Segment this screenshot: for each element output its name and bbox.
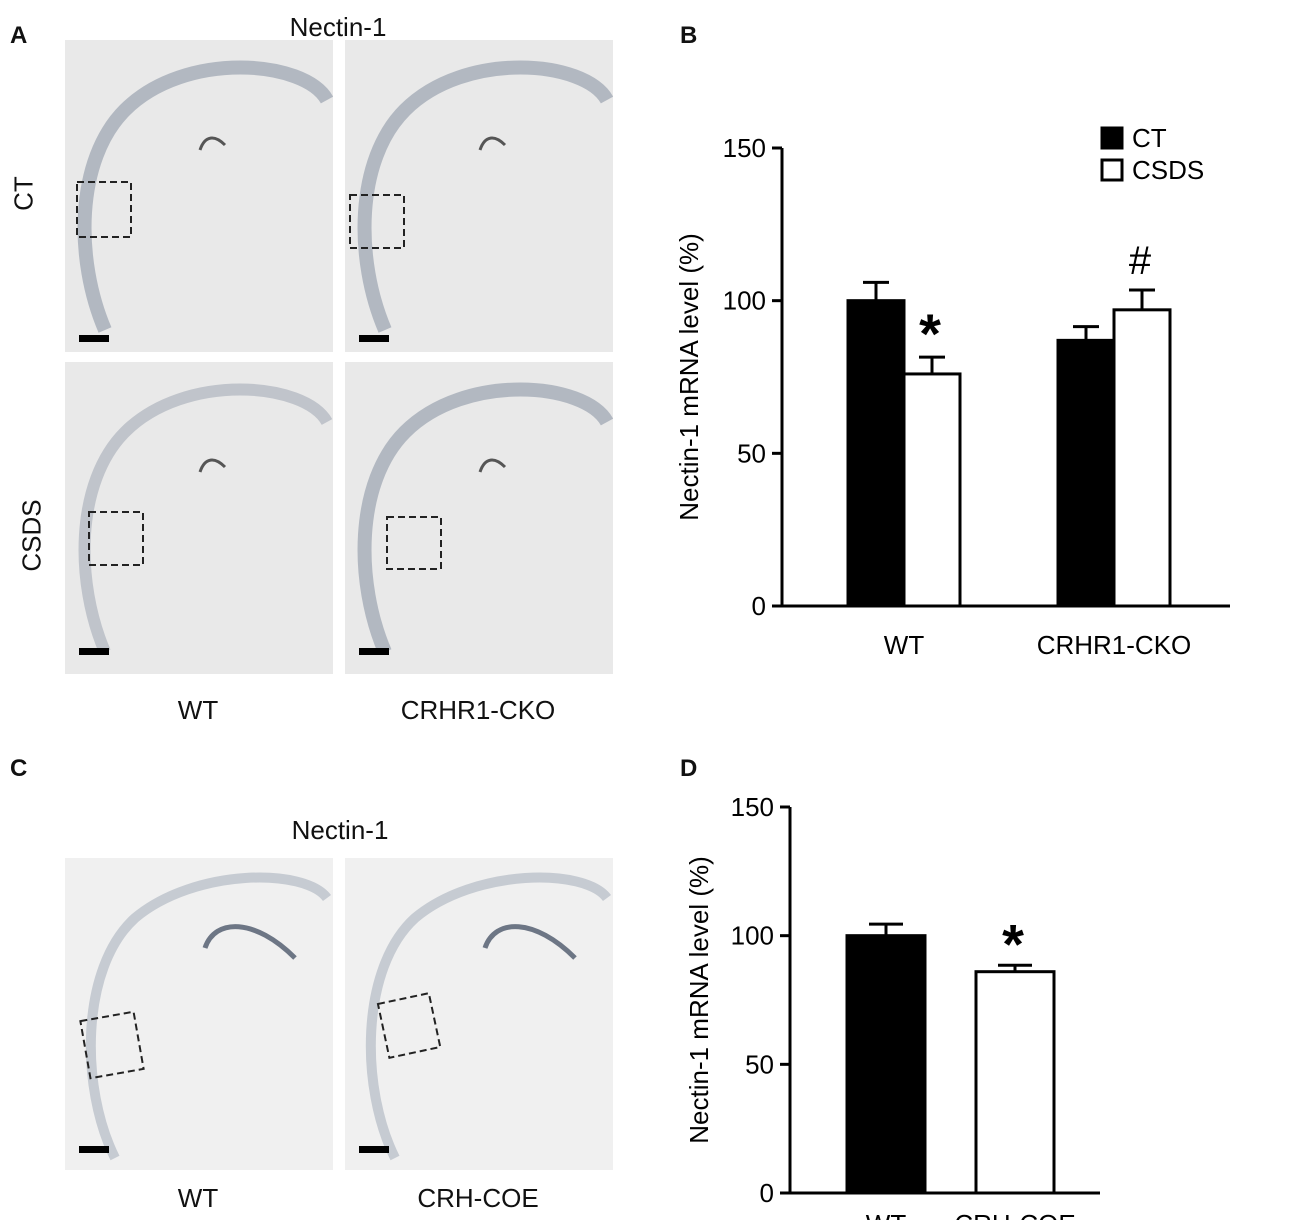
brain-section-image bbox=[78, 383, 333, 655]
micrograph-crh-coe bbox=[345, 858, 613, 1170]
scale-bar bbox=[79, 648, 109, 655]
bar bbox=[902, 372, 962, 608]
significance-marker: * bbox=[1002, 912, 1024, 975]
x-tick-label: CRH-COE bbox=[954, 1209, 1075, 1220]
panel-c-col-label-wt: WT bbox=[177, 1183, 219, 1213]
chart-d: 0 50 100 150 Nectin-1 mRNA level (%) WT * CRH-C… bbox=[684, 792, 1100, 1220]
y-axis-label: Nectin-1 mRNA level (%) bbox=[684, 856, 714, 1144]
legend-label: CT bbox=[1132, 123, 1167, 153]
panel-b-letter: B bbox=[680, 22, 698, 49]
roi-box bbox=[88, 511, 144, 566]
micrograph-wt-csds bbox=[65, 362, 333, 674]
scale-bar bbox=[79, 1146, 109, 1153]
micrograph-wt bbox=[65, 858, 333, 1170]
y-tick-label: 50 bbox=[737, 438, 766, 468]
significance-marker: # bbox=[1129, 239, 1152, 283]
micrograph-cko-csds bbox=[345, 362, 613, 674]
brain-section-image bbox=[76, 60, 333, 342]
scale-bar bbox=[79, 335, 109, 342]
panel-a-col-label-wt: WT bbox=[177, 695, 219, 725]
micrograph-wt-ct bbox=[65, 40, 333, 352]
scale-bar bbox=[359, 1146, 389, 1153]
panel-d-letter: D bbox=[680, 755, 698, 782]
legend-label: CSDS bbox=[1132, 155, 1204, 185]
roi-box bbox=[349, 194, 405, 249]
roi-box bbox=[376, 991, 442, 1059]
bar bbox=[845, 934, 927, 1195]
y-tick-label: 100 bbox=[723, 286, 766, 316]
y-tick-label: 100 bbox=[731, 921, 774, 951]
panel-a-letter: A bbox=[10, 22, 28, 49]
y-tick-label: 150 bbox=[723, 133, 766, 163]
panel-c-title: Nectin-1 bbox=[291, 815, 389, 845]
scale-bar bbox=[359, 335, 389, 342]
bar bbox=[1056, 338, 1116, 608]
y-tick-label: 0 bbox=[752, 591, 766, 621]
legend-swatch bbox=[1100, 126, 1124, 150]
brain-section-image bbox=[359, 872, 612, 1161]
y-tick-label: 0 bbox=[760, 1178, 774, 1208]
legend-swatch bbox=[1100, 158, 1124, 182]
row-label-csds: CSDS bbox=[16, 499, 47, 572]
micrograph-cko-ct bbox=[345, 40, 613, 352]
bar bbox=[846, 299, 906, 608]
significance-marker: * bbox=[919, 302, 941, 365]
x-tick-label: CRHR1-CKO bbox=[1037, 630, 1192, 660]
brain-section-image bbox=[349, 60, 613, 342]
brain-section-image bbox=[357, 382, 613, 655]
panel-c-letter: C bbox=[10, 755, 28, 782]
panel-a-title: Nectin-1 bbox=[289, 12, 387, 42]
scale-bar bbox=[359, 648, 389, 655]
x-tick-label: WT bbox=[884, 630, 925, 660]
y-tick-label: 150 bbox=[731, 792, 774, 822]
y-axis-label: Nectin-1 mRNA level (%) bbox=[674, 233, 704, 521]
chart-b: 0 50 100 150 Nectin-1 mRNA level (%) * WT # CRHR… bbox=[674, 123, 1230, 660]
row-label-ct: CT bbox=[8, 176, 39, 211]
bar bbox=[974, 970, 1056, 1195]
panel-c-col-label-coe: CRH-COE bbox=[417, 1183, 539, 1213]
panel-a-col-label-cko: CRHR1-CKO bbox=[400, 695, 556, 725]
roi-box bbox=[386, 516, 442, 570]
brain-section-image bbox=[79, 872, 332, 1161]
x-tick-label: WT bbox=[866, 1209, 907, 1220]
roi-box bbox=[76, 181, 132, 238]
bar bbox=[1112, 308, 1172, 608]
y-tick-label: 50 bbox=[745, 1049, 774, 1079]
